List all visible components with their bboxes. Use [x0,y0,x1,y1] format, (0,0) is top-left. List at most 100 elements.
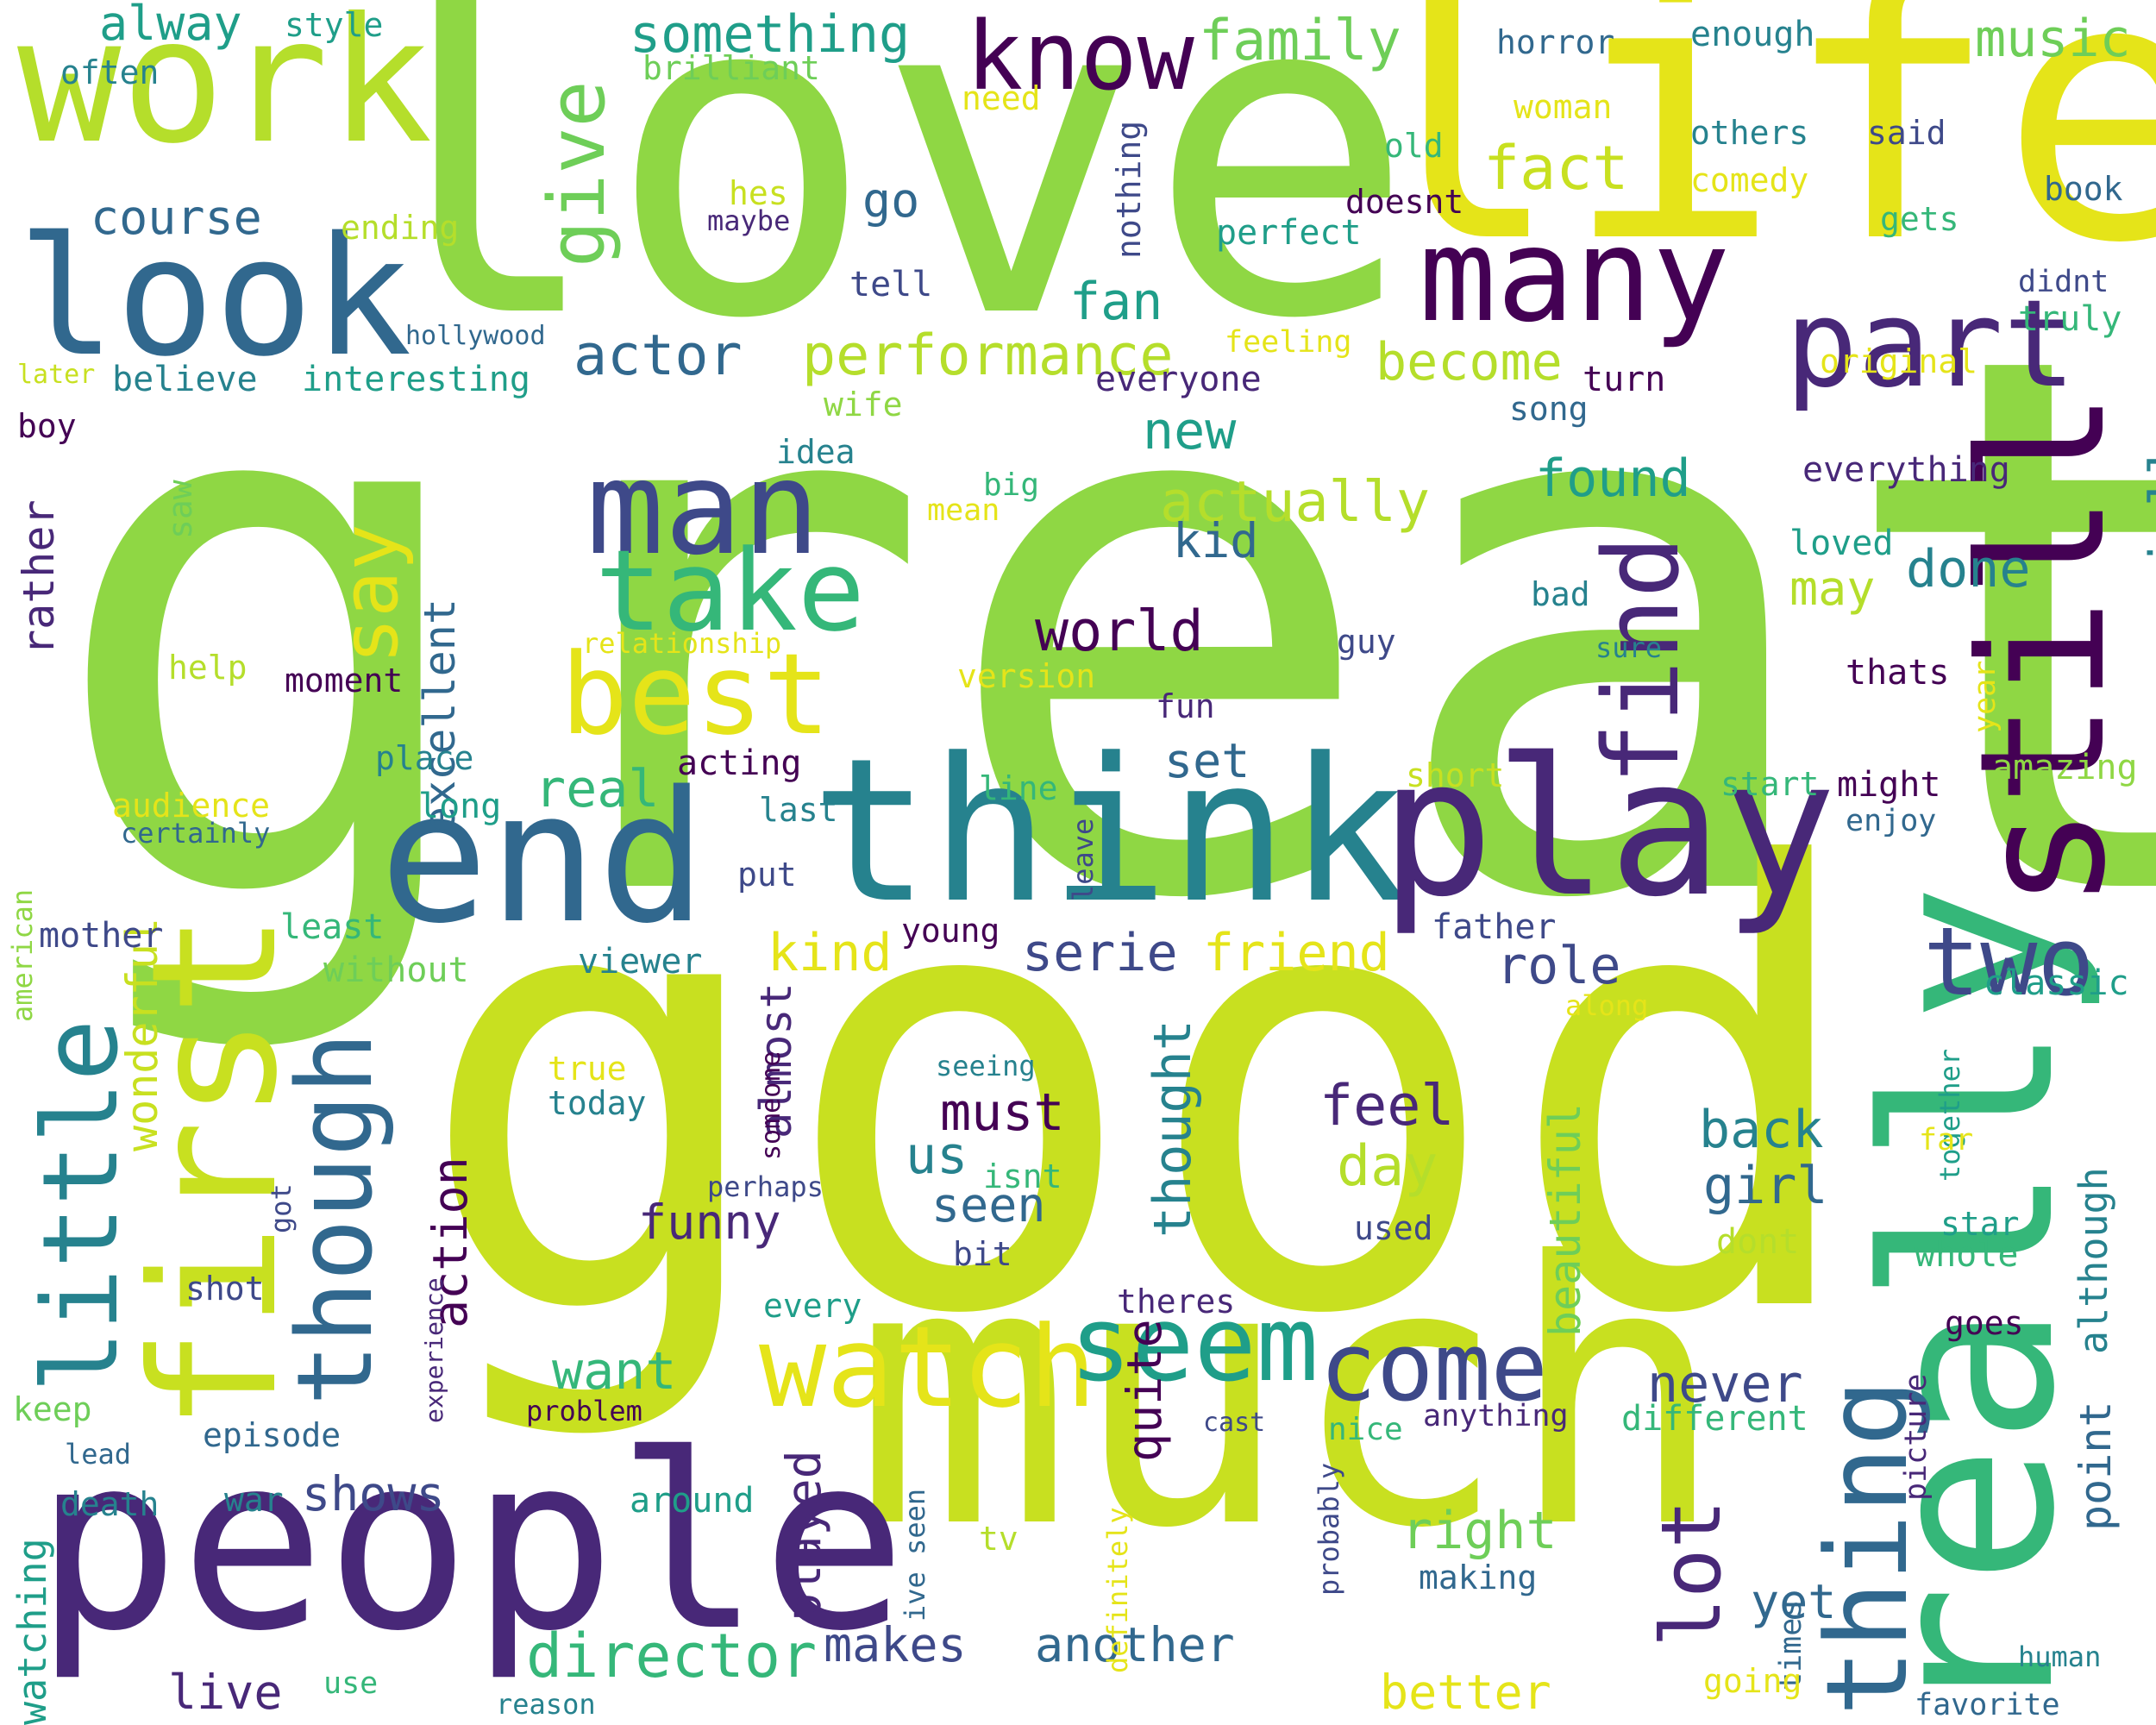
word-never: never [1647,1354,1803,1414]
word-fan: fan [1069,272,1163,332]
word-quite: quite [1117,1319,1172,1462]
word-fun: fun [1156,687,1215,725]
word-many: many [1419,201,1731,351]
word-certainly: certainly [121,817,271,850]
word-sure: sure [1595,631,1663,664]
word-something: something [630,4,911,65]
word-actually: actually [1160,470,1431,535]
word-need: need [962,79,1041,117]
word-thought: thought [1143,1019,1203,1238]
word-every: every [763,1287,862,1325]
word-hollywood: hollywood [405,321,546,351]
word-others: others [1690,114,1809,152]
word-seeing: seeing [936,1050,1036,1082]
word-may: may [1789,561,1876,616]
word-turn: turn [1583,360,1666,399]
word-wife: wife [824,386,903,423]
word-end: end [379,752,707,963]
word-work: work [17,0,433,182]
word-beautiful: beautiful [1540,1103,1590,1337]
word-experience: experience [420,1277,448,1423]
word-favorite: favorite [1915,1688,2060,1722]
word-reason: reason [496,1688,596,1721]
word-role: role [1496,936,1621,996]
word-nothing: nothing [1110,120,1148,259]
word-music: music [1975,9,2131,69]
word-better: better [1380,1665,1551,1720]
word-good: good [414,743,1868,1446]
word-episode: episode [203,1416,342,1454]
word-thats: thats [1846,653,1950,693]
word-far: far [1919,1123,1974,1157]
word-lot: lot [1645,1499,1739,1647]
word-someone: someone [756,1051,787,1160]
word-guy: guy [1337,623,1396,661]
word-line: line [979,769,1058,807]
word-live: live [168,1665,283,1720]
word-doesnt: doesnt [1345,183,1464,221]
word-become: become [1376,332,1563,392]
word-true: true [548,1050,627,1088]
word-funny: funny [638,1195,781,1250]
word-play: play [1380,718,1837,938]
word-version: version [957,657,1096,695]
word-interesting: interesting [302,360,530,399]
word-great: great [43,198,2156,1061]
word-hes: hes [729,174,788,212]
word-done: done [1906,539,2031,599]
word-two: two [1923,906,2095,1017]
word-tell: tell [849,265,933,304]
word-right: right [1401,1501,1557,1561]
word-maybe: maybe [707,204,791,237]
word-big: big [983,467,1040,503]
word-start: start [1720,765,1820,803]
word-gets: gets [1880,200,1959,238]
word-war: war [224,1481,284,1519]
word-use: use [323,1666,379,1701]
word-best: best [561,629,831,760]
word-american: american [6,888,39,1022]
word-new: new [1143,401,1237,461]
word-whole: whole [1915,1235,2019,1275]
word-truly: truly [2018,299,2122,339]
word-amazing: amazing [1992,748,2138,787]
word-tv: tv [979,1520,1018,1558]
word-believe: believe [112,360,258,399]
word-help: help [168,649,248,687]
word-know: know [966,1,1194,111]
word-day: day [1337,1134,1438,1199]
word-director: director [526,1621,818,1691]
word-much: much [854,1186,1727,1608]
word-yet: yet [1751,1574,1837,1629]
word-real: real [535,759,660,819]
word-actor: actor [573,323,743,388]
word-acting: acting [677,743,802,783]
word-making: making [1419,1559,1538,1596]
word-saw: saw [161,480,199,539]
word-woman: woman [1514,88,1613,126]
word-often: often [60,53,160,91]
word-must: must [940,1082,1065,1143]
word-course: course [91,190,262,245]
word-brilliant: brilliant [642,49,820,87]
word-probably: probably [1313,1462,1345,1596]
word-girl: girl [1703,1156,1828,1216]
word-song: song [1509,390,1589,428]
word-human: human [2018,1640,2102,1673]
word-set: set [1164,733,1250,788]
word-point: point [2071,1401,2121,1531]
word-bit: bit [953,1235,1012,1273]
word-picture: picture [1899,1373,1934,1501]
word-bad: bad [1531,575,1590,613]
word-lead: lead [65,1438,132,1471]
word-makes: makes [824,1617,967,1672]
word-later: later [17,360,96,390]
word-going: going [1703,1662,1802,1700]
word-might: might [1837,765,1941,805]
word-although: although [2071,1167,2116,1354]
word-moment: moment [285,662,404,699]
word-keep: keep [13,1390,92,1428]
word-different: different [1621,1399,1808,1439]
word-least: least [280,907,385,947]
word-say: say [325,524,416,664]
